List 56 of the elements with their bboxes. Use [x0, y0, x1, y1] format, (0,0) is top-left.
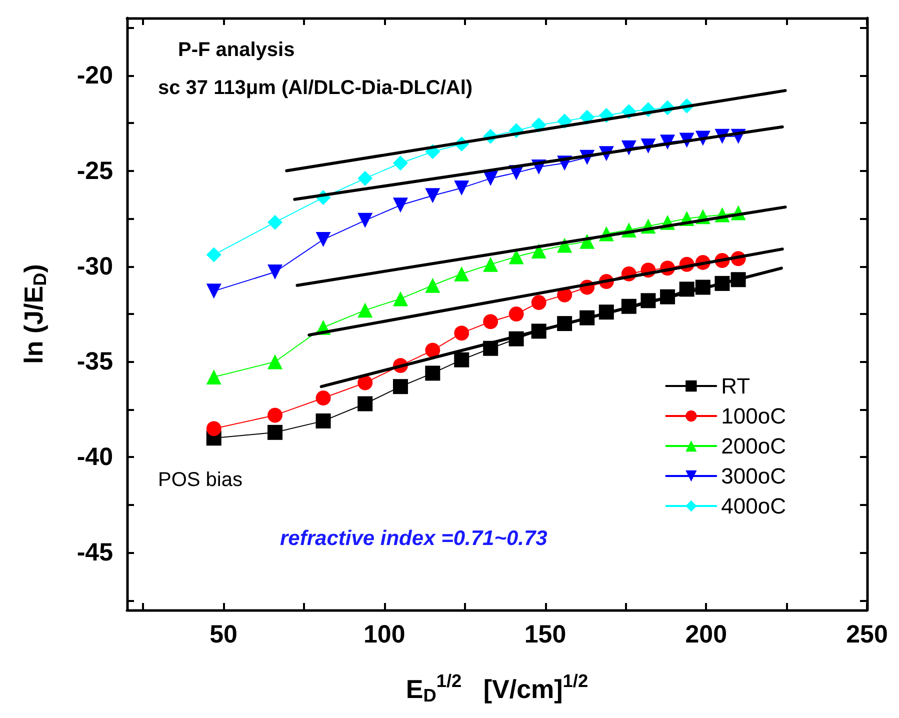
point — [392, 291, 408, 306]
point — [483, 170, 498, 186]
legend-label: 200oC — [721, 434, 786, 458]
annotation: sc 37 113μm (Al/DLC-Dia-DLC/Al) — [158, 77, 473, 99]
point — [392, 198, 408, 213]
x-tick-label: 100 — [364, 620, 406, 648]
point — [316, 413, 331, 428]
point — [531, 243, 546, 258]
point — [531, 295, 546, 310]
annotation: P-F analysis — [178, 39, 295, 61]
point — [425, 342, 440, 358]
point — [425, 278, 440, 293]
point — [454, 326, 470, 341]
point — [358, 302, 373, 318]
point — [454, 352, 470, 368]
point — [206, 421, 222, 436]
point — [454, 180, 470, 196]
y-tick-label: -25 — [76, 156, 114, 185]
point — [268, 408, 282, 423]
y-tick-label: -20 — [76, 61, 113, 90]
point — [425, 366, 440, 381]
point — [358, 170, 373, 186]
point — [425, 188, 440, 204]
point — [358, 396, 373, 412]
point — [454, 266, 470, 282]
point — [268, 354, 282, 370]
point — [508, 306, 524, 322]
legend-label: RT — [721, 374, 750, 398]
point — [268, 424, 282, 440]
annotation: POS bias — [158, 469, 242, 491]
point — [316, 232, 331, 248]
point — [268, 214, 282, 230]
x-tick-label: 250 — [846, 620, 888, 648]
point — [358, 375, 373, 390]
x-tick-label: 200 — [685, 620, 727, 648]
y-tick-label: -30 — [76, 252, 113, 280]
y-tick-label: -45 — [76, 538, 114, 567]
point — [268, 264, 282, 280]
legend-label: 400oC — [721, 494, 786, 518]
y-axis-title: ln (J/ED) — [18, 264, 50, 364]
point — [358, 212, 373, 228]
x-tick-label: 50 — [210, 620, 238, 648]
point — [206, 247, 222, 262]
point — [206, 284, 222, 299]
point — [392, 379, 408, 394]
annotation: refractive index =0.71~0.73 — [280, 527, 548, 550]
legend-label: 300oC — [721, 464, 786, 488]
point — [483, 314, 498, 330]
point — [392, 156, 408, 171]
point — [206, 370, 222, 385]
point — [483, 256, 498, 272]
x-tick-label: 150 — [524, 620, 566, 648]
legend-label: 100oC — [721, 404, 786, 428]
point — [316, 390, 331, 406]
y-tick-label: -40 — [76, 443, 113, 472]
y-tick-label: -35 — [76, 348, 114, 376]
